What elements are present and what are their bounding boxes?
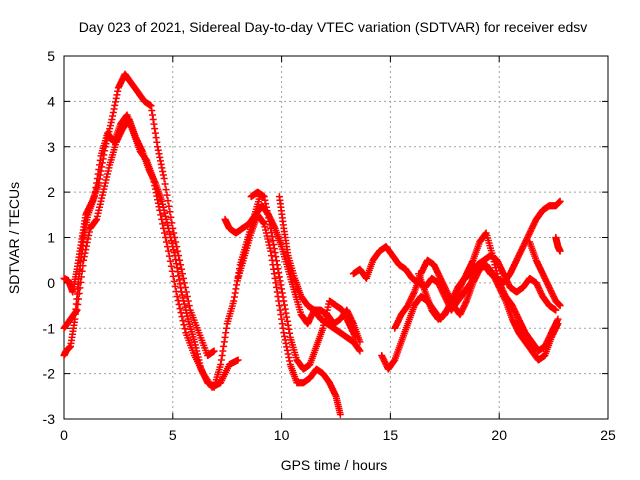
data-point [356,338,364,346]
data-series [60,70,564,418]
series-track-13 [552,234,564,255]
data-point [163,238,171,246]
y-axis-label: SDTVAR / TECUs [6,182,22,294]
y-tick-label: 4 [47,93,55,109]
series-track-12 [526,238,564,310]
data-point [556,302,564,310]
data-point [161,180,169,188]
y-tick-label: 0 [47,275,55,291]
data-point [179,274,187,282]
axis-ticks: 0 5 10 15 20 25 -3 -2 -1 0 1 2 3 4 5 [43,48,616,443]
x-tick-label: 5 [169,427,177,443]
y-tick-label: -2 [43,366,56,382]
data-point [173,292,181,300]
data-point [176,305,184,313]
y-tick-label: 2 [47,184,55,200]
series-track-11 [415,252,560,323]
y-tick-label: 3 [47,139,55,155]
y-tick-label: 1 [47,230,55,246]
data-point [210,347,218,355]
data-point [174,247,182,255]
data-point [234,356,242,364]
data-point [178,270,186,278]
data-point [180,279,188,287]
data-point [356,347,364,355]
series-track-5 [247,188,360,373]
data-point [157,211,165,219]
y-tick-label: -3 [43,411,56,427]
data-point [164,247,172,255]
data-point [170,229,178,237]
y-tick-label: 5 [47,48,55,64]
data-point [159,220,167,228]
data-point [167,213,175,221]
data-point [183,292,191,300]
data-point [556,197,564,205]
data-point [162,186,170,194]
data-point [352,333,360,341]
y-tick-label: -1 [43,320,56,336]
data-point [556,247,564,255]
x-tick-label: 10 [274,427,290,443]
x-tick-label: 15 [383,427,399,443]
data-point [167,262,175,270]
series-track-6 [234,211,344,418]
x-tick-label: 25 [600,427,616,443]
chart-title: Day 023 of 2021, Sidereal Day-to-day VTE… [79,19,588,35]
data-point [181,325,189,333]
data-point [336,410,344,418]
data-point [163,191,171,199]
data-point [179,317,187,325]
data-point [160,175,168,183]
data-point [554,320,562,328]
x-tick-label: 0 [60,427,68,443]
data-point [161,229,169,237]
data-point [552,306,560,314]
series-track-7 [275,193,364,355]
data-point [178,265,186,273]
data-point [171,282,179,290]
x-tick-label: 20 [491,427,507,443]
data-point [172,238,180,246]
data-point [185,302,193,310]
data-point [166,208,174,216]
data-point [164,197,172,205]
data-point [170,277,178,285]
data-point [165,202,173,210]
data-point [166,257,174,265]
x-axis-label: GPS time / hours [281,457,388,473]
series-track-3 [60,116,264,391]
